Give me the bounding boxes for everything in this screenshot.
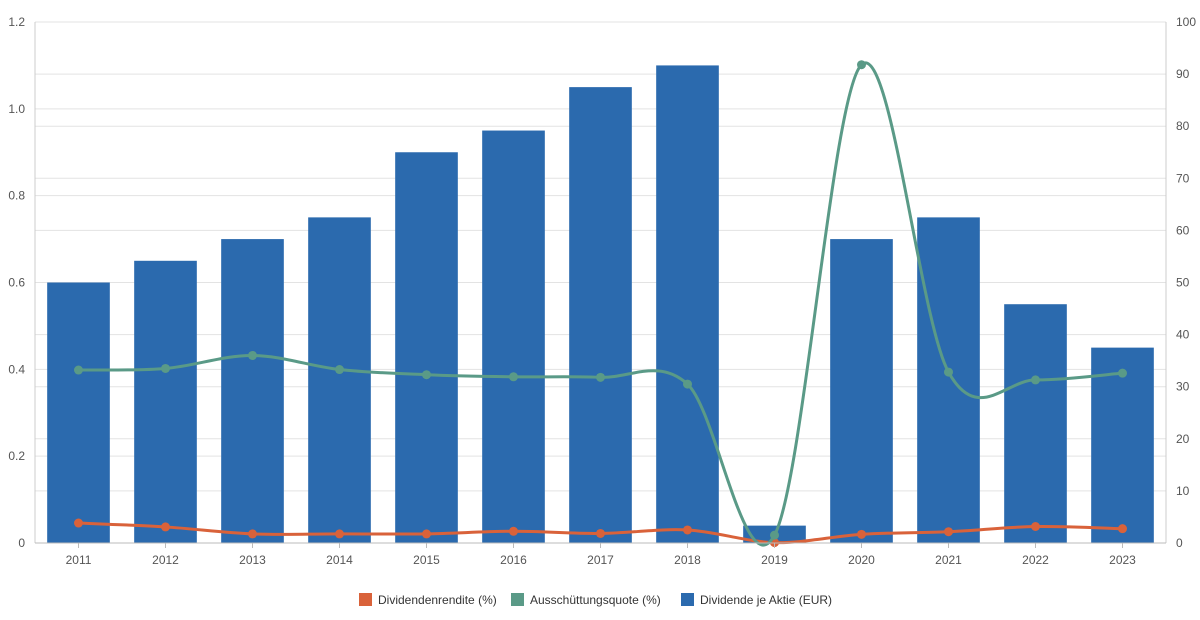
line-point-0-2012[interactable] — [161, 522, 170, 532]
x-tick-label: 2018 — [674, 553, 701, 567]
bar-2023[interactable] — [1091, 347, 1154, 543]
legend-label: Dividende je Aktie (EUR) — [700, 593, 832, 607]
line-point-1-2015[interactable] — [422, 370, 431, 380]
bar-2015[interactable] — [395, 152, 458, 543]
line-point-1-2021[interactable] — [944, 367, 953, 377]
x-tick-label: 2012 — [152, 553, 179, 567]
y-right-tick-label: 0 — [1176, 536, 1183, 550]
bar-2017[interactable] — [569, 87, 632, 543]
line-point-0-2016[interactable] — [509, 526, 518, 536]
line-point-0-2018[interactable] — [683, 525, 692, 535]
bar-2020[interactable] — [830, 239, 893, 544]
x-tick-label: 2011 — [66, 553, 92, 567]
y-left-tick-label: 1.2 — [8, 15, 25, 29]
legend-swatch — [511, 593, 524, 606]
y-left-tick-label: 1.0 — [8, 102, 25, 116]
line-point-1-2022[interactable] — [1031, 375, 1040, 385]
bar-2012[interactable] — [134, 260, 197, 543]
bar-2018[interactable] — [656, 65, 719, 544]
y-left-tick-label: 0.2 — [8, 449, 25, 463]
line-point-0-2014[interactable] — [335, 529, 344, 539]
axes: 0 0.2 0.4 0.6 0.8 1.0 1.2 0 10 20 30 40 50 60 70 80 90 10… — [8, 15, 1196, 567]
x-tick-label: 2023 — [1109, 553, 1136, 567]
bar-2022[interactable] — [1004, 304, 1067, 543]
x-tick-label: 2016 — [500, 553, 527, 567]
y-left-tick-label: 0.6 — [8, 276, 25, 290]
line-series — [74, 60, 1127, 548]
line-point-1-2018[interactable] — [683, 379, 692, 389]
legend-swatch — [681, 593, 694, 606]
y-left-tick-label: 0.4 — [8, 362, 25, 376]
legend-item-2[interactable]: Dividende je Aktie (EUR) — [681, 593, 832, 607]
y-right-tick-label: 10 — [1176, 484, 1190, 498]
x-tick-label: 2013 — [239, 553, 266, 567]
line-point-1-2014[interactable] — [335, 365, 344, 375]
legend-label: Ausschüttungsquote (%) — [530, 593, 661, 607]
y-right-tick-label: 100 — [1176, 15, 1196, 29]
legend[interactable]: Dividendenrendite (%) Ausschüttungsquote … — [359, 593, 832, 607]
line-point-1-2016[interactable] — [509, 372, 518, 382]
bar-2016[interactable] — [482, 130, 545, 543]
y-right-tick-label: 60 — [1176, 223, 1190, 237]
bar-series — [47, 65, 1154, 544]
y-right-tick-label: 30 — [1176, 380, 1190, 394]
line-point-0-2017[interactable] — [596, 528, 605, 538]
bar-2014[interactable] — [308, 217, 371, 543]
x-tick-label: 2015 — [413, 553, 440, 567]
y-right-tick-label: 20 — [1176, 432, 1190, 446]
legend-label: Dividendenrendite (%) — [378, 593, 497, 607]
y-left-tick-label: 0 — [18, 536, 25, 550]
line-point-0-2023[interactable] — [1118, 524, 1127, 534]
legend-item-1[interactable]: Ausschüttungsquote (%) — [511, 593, 661, 607]
line-point-1-2023[interactable] — [1118, 368, 1127, 378]
line-point-0-2020[interactable] — [857, 529, 866, 539]
x-tick-label: 2021 — [935, 553, 962, 567]
line-point-0-2021[interactable] — [944, 527, 953, 537]
y-right-tick-label: 90 — [1176, 67, 1190, 81]
x-tick-label: 2014 — [326, 553, 353, 567]
x-tick-label: 2017 — [587, 553, 614, 567]
legend-swatch — [359, 593, 372, 606]
y-right-tick-label: 70 — [1176, 171, 1190, 185]
legend-item-0[interactable]: Dividendenrendite (%) — [359, 593, 497, 607]
line-point-1-2013[interactable] — [248, 350, 257, 360]
bar-2013[interactable] — [221, 239, 284, 544]
line-point-0-2013[interactable] — [248, 529, 257, 539]
line-point-1-2012[interactable] — [161, 363, 170, 373]
y-right-tick-label: 40 — [1176, 328, 1190, 342]
y-right-tick-label: 80 — [1176, 119, 1190, 133]
line-point-0-2011[interactable] — [74, 518, 83, 528]
line-point-1-2017[interactable] — [596, 372, 605, 382]
line-series-1 — [78, 61, 1123, 547]
line-point-1-2020[interactable] — [857, 60, 866, 70]
line-point-0-2022[interactable] — [1031, 522, 1040, 532]
x-tick-label: 2020 — [848, 553, 875, 567]
bar-2011[interactable] — [47, 282, 110, 544]
line-point-1-2011[interactable] — [74, 365, 83, 375]
x-tick-label: 2019 — [761, 553, 788, 567]
y-right-tick-label: 50 — [1176, 276, 1190, 290]
line-point-1-2019[interactable] — [770, 530, 779, 540]
y-left-tick-label: 0.8 — [8, 189, 25, 203]
bar-2021[interactable] — [917, 217, 980, 543]
x-tick-label: 2022 — [1022, 553, 1049, 567]
line-point-0-2015[interactable] — [422, 529, 431, 539]
